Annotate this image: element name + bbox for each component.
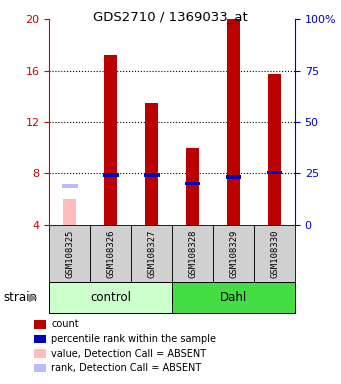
Text: GSM108330: GSM108330: [270, 229, 279, 278]
Text: ▶: ▶: [29, 293, 38, 303]
Text: count: count: [51, 319, 79, 329]
Text: GSM108328: GSM108328: [188, 229, 197, 278]
FancyBboxPatch shape: [49, 282, 172, 313]
FancyBboxPatch shape: [90, 225, 131, 282]
Bar: [226, 175, 241, 179]
Bar: [145, 103, 158, 225]
Bar: [186, 147, 199, 225]
FancyBboxPatch shape: [49, 225, 90, 282]
Bar: [185, 182, 201, 185]
Bar: [63, 199, 76, 225]
Bar: [104, 55, 117, 225]
Text: Dahl: Dahl: [220, 291, 247, 304]
Text: GDS2710 / 1369033_at: GDS2710 / 1369033_at: [93, 10, 248, 23]
Text: control: control: [90, 291, 131, 304]
Text: GSM108325: GSM108325: [65, 229, 74, 278]
FancyBboxPatch shape: [254, 225, 295, 282]
Text: GSM108326: GSM108326: [106, 229, 115, 278]
Text: value, Detection Call = ABSENT: value, Detection Call = ABSENT: [51, 349, 206, 359]
Bar: [227, 19, 240, 225]
Bar: [62, 184, 78, 188]
Bar: [144, 174, 160, 177]
Text: strain: strain: [3, 291, 38, 304]
Text: percentile rank within the sample: percentile rank within the sample: [51, 334, 216, 344]
Bar: [267, 171, 282, 174]
FancyBboxPatch shape: [213, 225, 254, 282]
FancyBboxPatch shape: [131, 225, 172, 282]
FancyBboxPatch shape: [172, 225, 213, 282]
Bar: [268, 74, 281, 225]
Text: rank, Detection Call = ABSENT: rank, Detection Call = ABSENT: [51, 363, 202, 373]
Text: GSM108329: GSM108329: [229, 229, 238, 278]
Bar: [103, 174, 119, 177]
Text: GSM108327: GSM108327: [147, 229, 156, 278]
FancyBboxPatch shape: [172, 282, 295, 313]
